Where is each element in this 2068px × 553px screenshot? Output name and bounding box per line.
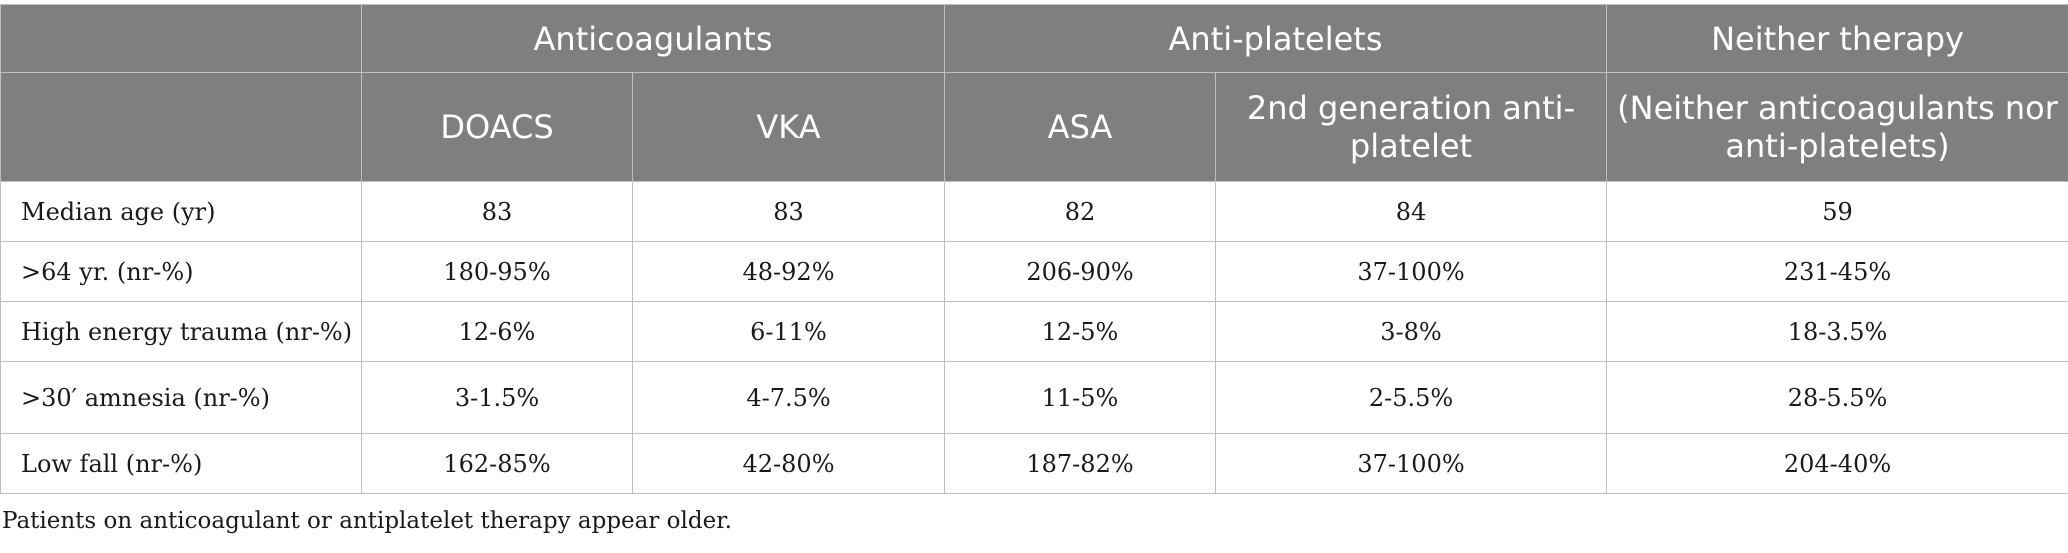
table-row: Median age (yr) 83 83 82 84 59	[0, 181, 2068, 242]
table-cell: 37-100%	[1215, 433, 1608, 494]
table-cell: 162-85%	[361, 433, 633, 494]
data-table: Anticoagulants Anti-platelets Neither th…	[0, 4, 2068, 494]
table-cell: 4-7.5%	[631, 361, 946, 434]
row-label: >64 yr. (nr-%)	[0, 241, 362, 302]
table-cell: 206-90%	[944, 241, 1217, 302]
table-cell: 28-5.5%	[1606, 361, 2068, 434]
group-header-empty	[0, 4, 362, 73]
subheader-row: DOACS VKA ASA 2nd generation anti-platel…	[0, 72, 2068, 182]
table-cell: 18-3.5%	[1606, 301, 2068, 362]
group-header-anti-platelets: Anti-platelets	[944, 4, 1608, 73]
table-row: >30′ amnesia (nr-%) 3-1.5% 4-7.5% 11-5% …	[0, 361, 2068, 434]
subheader-vka: VKA	[631, 72, 946, 182]
subheader-empty	[0, 72, 362, 182]
table-cell: 42-80%	[631, 433, 946, 494]
table-row: Low fall (nr-%) 162-85% 42-80% 187-82% 3…	[0, 433, 2068, 494]
table-row: >64 yr. (nr-%) 180-95% 48-92% 206-90% 37…	[0, 241, 2068, 302]
row-label: >30′ amnesia (nr-%)	[0, 361, 362, 434]
group-header-anticoagulants: Anticoagulants	[360, 4, 946, 73]
subheader-doacs: DOACS	[361, 72, 633, 182]
table-cell: 187-82%	[944, 433, 1217, 494]
row-label: High energy trauma (nr-%)	[0, 301, 362, 362]
table-cell: 83	[361, 181, 633, 242]
table-cell: 2-5.5%	[1215, 361, 1608, 434]
table-cell: 3-8%	[1215, 301, 1608, 362]
table-footnote: Patients on anticoagulant or antiplatele…	[2, 508, 732, 534]
table-cell: 37-100%	[1215, 241, 1608, 302]
table-cell: 84	[1215, 181, 1608, 242]
table-cell: 12-6%	[361, 301, 633, 362]
group-header-row: Anticoagulants Anti-platelets Neither th…	[0, 4, 2068, 73]
table-cell: 231-45%	[1606, 241, 2068, 302]
row-label: Median age (yr)	[0, 181, 362, 242]
subheader-2nd-gen-antiplatelet: 2nd generation anti-platelet	[1215, 72, 1608, 182]
table-cell: 6-11%	[631, 301, 946, 362]
table-cell: 12-5%	[944, 301, 1217, 362]
table-container: Anticoagulants Anti-platelets Neither th…	[0, 4, 2068, 536]
table-cell: 48-92%	[631, 241, 946, 302]
table-row: High energy trauma (nr-%) 12-6% 6-11% 12…	[0, 301, 2068, 362]
table-cell: 204-40%	[1606, 433, 2068, 494]
group-header-neither-therapy: Neither therapy	[1606, 4, 2068, 73]
table-cell: 83	[631, 181, 946, 242]
table-cell: 11-5%	[944, 361, 1217, 434]
table-header: Anticoagulants Anti-platelets Neither th…	[0, 4, 2068, 182]
table-cell: 3-1.5%	[361, 361, 633, 434]
table-cell: 59	[1606, 181, 2068, 242]
table-cell: 180-95%	[361, 241, 633, 302]
subheader-neither: (Neither anticoagulants nor anti-platele…	[1606, 72, 2068, 182]
row-label: Low fall (nr-%)	[0, 433, 362, 494]
table-body: Median age (yr) 83 83 82 84 59 >64 yr. (…	[0, 181, 2068, 494]
table-cell: 82	[944, 181, 1217, 242]
subheader-asa: ASA	[944, 72, 1217, 182]
